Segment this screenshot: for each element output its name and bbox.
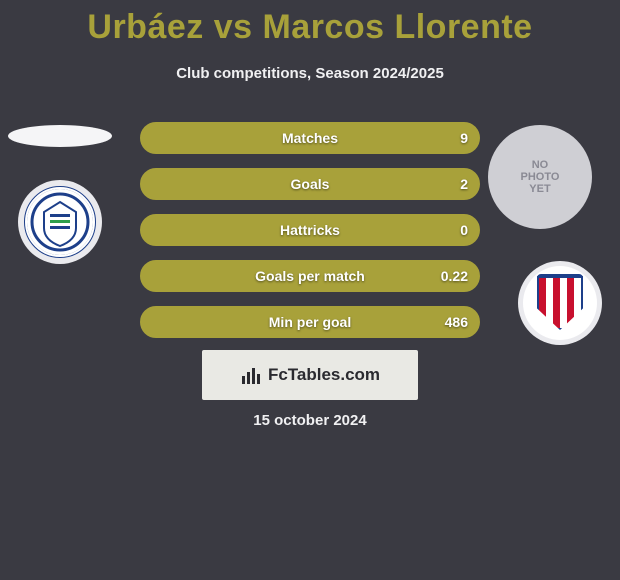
stat-row: Matches 9 (140, 122, 480, 154)
stats-container: Matches 9 Goals 2 Hattricks 0 Goals per … (140, 122, 480, 352)
stat-value-right: 0 (460, 222, 468, 238)
stat-value-right: 486 (445, 314, 468, 330)
page-title: Urbáez vs Marcos Llorente (0, 0, 620, 47)
club-badge-right (518, 261, 602, 345)
stat-label: Goals per match (255, 268, 365, 284)
stat-row: Hattricks 0 (140, 214, 480, 246)
club-badge-left (18, 180, 102, 264)
stat-value-right: 2 (460, 176, 468, 192)
player-right-photo: NO PHOTO YET (488, 125, 592, 229)
stat-label: Goals (291, 176, 330, 192)
leganes-crest-icon (24, 186, 96, 258)
no-photo-placeholder: NO PHOTO YET (521, 159, 560, 195)
player-left-photo (8, 125, 112, 147)
subtitle: Club competitions, Season 2024/2025 (0, 65, 620, 82)
source-badge: FcTables.com (202, 350, 418, 400)
stat-value-right: 9 (460, 130, 468, 146)
stat-row: Min per goal 486 (140, 306, 480, 338)
date-text: 15 october 2024 (0, 412, 620, 429)
stat-row: Goals per match 0.22 (140, 260, 480, 292)
stat-label: Hattricks (280, 222, 340, 238)
source-text: FcTables.com (268, 365, 380, 385)
stat-label: Matches (282, 130, 338, 146)
atletico-crest-icon (523, 266, 597, 340)
bars-icon (240, 364, 262, 386)
stat-value-right: 0.22 (441, 268, 468, 284)
stat-label: Min per goal (269, 314, 351, 330)
stat-row: Goals 2 (140, 168, 480, 200)
